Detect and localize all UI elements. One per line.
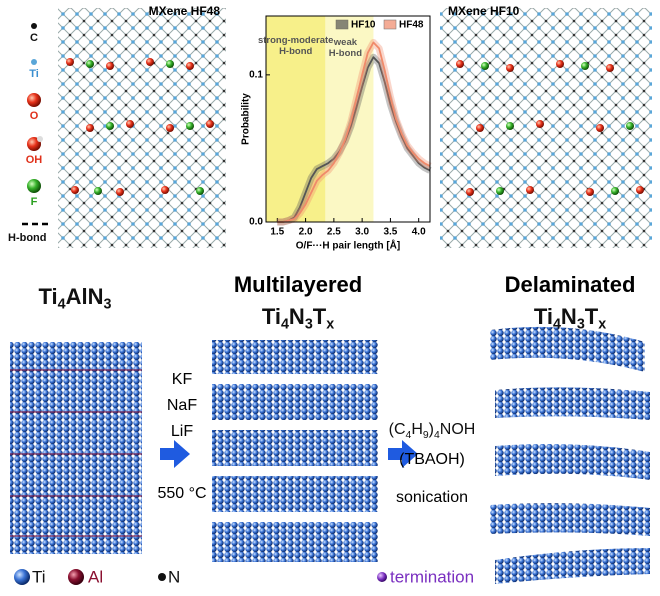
structure-hf10 xyxy=(440,8,652,248)
legend-label: OH xyxy=(26,154,43,166)
x-tick-label: 3.5 xyxy=(383,227,397,238)
formula-part: N xyxy=(561,304,577,329)
formula-part: Ti xyxy=(262,304,281,329)
subscript: 3 xyxy=(104,296,112,312)
formula-part: N xyxy=(289,304,305,329)
formula: Ti4N3Tx xyxy=(262,304,334,333)
formula-part: Ti xyxy=(39,284,58,309)
panel-title: MXene HF10 xyxy=(448,4,520,18)
legend-label: Ti xyxy=(32,567,46,586)
formula: (C4H9)4NOH xyxy=(389,421,476,440)
formula-part: T xyxy=(585,304,599,329)
x-tick-label: 2.5 xyxy=(327,227,341,238)
legend-label: C xyxy=(30,32,38,44)
subscript: x xyxy=(326,316,334,332)
formula-part: NOH xyxy=(440,421,476,438)
reagent: KF xyxy=(172,371,193,388)
arrow xyxy=(160,440,190,468)
legend-label: N xyxy=(168,567,180,586)
subscript: 4 xyxy=(58,296,66,312)
legend-label: HF10 xyxy=(351,20,376,31)
y-tick-label: 0.1 xyxy=(249,69,263,80)
formula-part: Ti xyxy=(534,304,553,329)
legend-label: HF48 xyxy=(399,20,424,31)
legend-swatch xyxy=(384,20,396,29)
subscript: x xyxy=(598,316,606,332)
bottom-legend-swatches xyxy=(14,569,387,585)
subscript: 3 xyxy=(577,316,585,332)
figure: MXene HF48 MXene HF10 CTiOOHFH-bondstron… xyxy=(0,0,660,591)
panel-title: MXene HF48 xyxy=(149,4,221,18)
legend-label: Ti xyxy=(29,68,39,80)
structure-hf48 xyxy=(58,8,226,248)
subscript: 4 xyxy=(281,316,289,332)
formula-part: (C xyxy=(389,421,406,438)
reagent: sonication xyxy=(396,489,468,506)
legend-label: F xyxy=(31,196,38,208)
y-axis-label: Probability xyxy=(241,93,252,145)
reagent: 550 °C xyxy=(157,485,206,502)
x-tick-label: 1.5 xyxy=(270,227,284,238)
reagent: (TBAOH) xyxy=(399,451,465,468)
reagent: NaF xyxy=(167,397,197,414)
reagent: LiF xyxy=(171,423,193,440)
formula-part: H xyxy=(411,421,423,438)
legend-label: Al xyxy=(88,567,103,586)
formula: Ti4AlN3 xyxy=(39,284,112,313)
legend-label: H-bond xyxy=(8,232,46,244)
x-axis-label: O/F···H pair length [Å] xyxy=(296,239,400,252)
formula: Ti4N3Tx xyxy=(534,304,606,333)
x-tick-label: 3.0 xyxy=(355,227,369,238)
stage-title: Multilayered xyxy=(234,272,362,297)
subscript: 3 xyxy=(305,316,313,332)
legend-label: O xyxy=(30,110,39,122)
formula-part: AlN xyxy=(66,284,104,309)
ti4aln3-block xyxy=(10,342,142,554)
formula-part: T xyxy=(313,304,327,329)
legend-label: termination xyxy=(390,567,474,586)
legend-swatch xyxy=(336,20,348,29)
x-tick-label: 2.0 xyxy=(299,227,313,238)
y-tick-label: 0.0 xyxy=(249,217,263,228)
legend-swatches xyxy=(22,23,50,224)
stage-title: Delaminated xyxy=(505,272,636,297)
multilayer-slabs xyxy=(212,340,378,562)
subscript: 4 xyxy=(553,316,561,332)
delaminated-slabs xyxy=(490,327,650,584)
x-tick-label: 4.0 xyxy=(412,227,426,238)
